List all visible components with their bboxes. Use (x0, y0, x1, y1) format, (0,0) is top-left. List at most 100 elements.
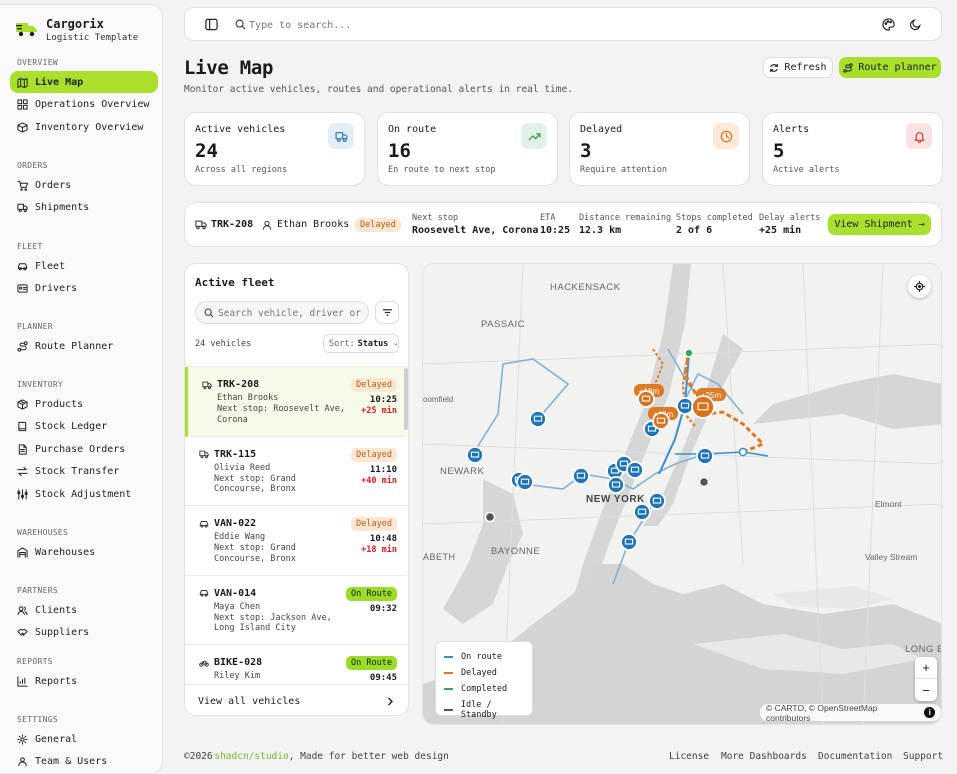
brand[interactable]: Cargorix Logistic Template (16, 17, 138, 43)
vehicle-glyph-icon (637, 508, 647, 515)
filter-button[interactable] (375, 301, 399, 324)
zoom-out-button[interactable]: − (922, 682, 930, 698)
distance-value: 12.3 km (579, 225, 622, 236)
route-planner-button[interactable]: Route planner (839, 57, 941, 78)
vehicle-marker[interactable] (516, 473, 534, 491)
footer-documentation-link[interactable]: Documentation (818, 751, 893, 762)
brand-subtitle: Logistic Template (46, 33, 139, 43)
view-shipment-button[interactable]: View Shipment → (828, 214, 931, 235)
nav-section-title: INVENTORY (17, 380, 64, 389)
stat-icon-badge (713, 123, 739, 149)
vehicle-marker[interactable] (676, 397, 694, 415)
zoom-controls: + − (915, 657, 937, 701)
vehicle-marker[interactable] (529, 410, 547, 428)
sidebar-item-stock-transfer[interactable]: Stock Transfer (10, 461, 158, 483)
truck-icon (202, 381, 212, 389)
sidebar-item-stock-ledger[interactable]: Stock Ledger (10, 416, 158, 438)
vehicle-marker[interactable] (620, 533, 638, 551)
vehicle-eta: 09:45 (369, 673, 397, 683)
fleet-row[interactable]: TRK-208 Ethan Brooks Next stop: Roosevel… (185, 367, 407, 437)
footer-dashboards-link[interactable]: More Dashboards (721, 751, 807, 762)
zoom-in-button[interactable]: + (915, 657, 937, 679)
sidebar-item-label: Fleet (35, 260, 66, 272)
top-bar (184, 7, 942, 41)
stat-card: Delayed 3 Require attention (569, 112, 750, 186)
theme-toggle-icon[interactable] (909, 18, 922, 31)
sidebar-item-label: Drivers (35, 283, 78, 294)
route-icon (17, 340, 28, 352)
sidebar-toggle-icon[interactable] (205, 18, 218, 31)
vehicle-marker[interactable] (648, 492, 666, 510)
palette-icon[interactable] (882, 18, 895, 31)
sliders-icon (17, 488, 28, 500)
vehicle-id: VAN-022 (214, 518, 257, 529)
footer-brand-link[interactable]: shadcn/studio (214, 751, 289, 762)
vehicle-marker[interactable] (572, 467, 590, 485)
vehicle-marker[interactable] (633, 503, 651, 521)
stops-value: 2 of 6 (676, 225, 713, 236)
vehicle-delay: +18 min (361, 545, 397, 555)
stat-label: Active vehicles (195, 124, 286, 135)
sidebar-item-clients[interactable]: Clients (10, 599, 158, 621)
sidebar-item-purchase-orders[interactable]: Purchase Orders (10, 438, 158, 460)
status-badge: Delayed (351, 517, 397, 531)
sidebar-item-drivers[interactable]: Drivers (10, 278, 158, 300)
sidebar-item-general[interactable]: General (10, 728, 158, 750)
delayed-vehicle-marker[interactable] (691, 395, 715, 419)
sidebar-item-warehouses[interactable]: Warehouses (10, 541, 158, 563)
vehicle-marker[interactable] (607, 476, 625, 494)
fleet-scrollbar[interactable] (404, 368, 408, 430)
status-badge: On Route (346, 656, 397, 670)
sidebar-item-label: Stock Transfer (35, 466, 120, 477)
legend-swatch (444, 656, 453, 658)
nav-section-title: WAREHOUSES (17, 528, 69, 537)
truck-icon (334, 131, 348, 142)
map-icon (17, 77, 28, 88)
fleet-search[interactable] (195, 301, 369, 324)
fleet-list: TRK-208 Ethan Brooks Next stop: Roosevel… (185, 366, 408, 684)
nav-section-title: SETTINGS (17, 715, 58, 724)
footer-license-link[interactable]: License (669, 751, 710, 762)
next-stop-label: Next stop (412, 213, 459, 223)
fleet-row[interactable]: BIKE-028 Riley Kim On Route 09:45 (185, 645, 407, 684)
delayed-vehicle-marker[interactable] (652, 412, 670, 430)
shipment-driver: Ethan Brooks (277, 219, 350, 230)
vehicle-marker[interactable] (466, 446, 484, 464)
sidebar-item-orders[interactable]: Orders (10, 174, 158, 196)
vehicle-marker[interactable] (696, 447, 714, 465)
sidebar-item-shipments[interactable]: Shipments (10, 197, 158, 219)
status-badge: On Route (346, 586, 397, 601)
sidebar-item-reports[interactable]: Reports (10, 670, 158, 692)
sidebar-item-products[interactable]: Products (10, 393, 158, 415)
locate-button[interactable] (908, 275, 931, 298)
sidebar-item-label: Shipments (35, 202, 90, 213)
sidebar-item-route-planner[interactable]: Route Planner (10, 335, 158, 357)
info-icon[interactable]: i (924, 707, 935, 718)
page-title: Live Map (184, 57, 274, 79)
view-all-vehicles[interactable]: View all vehicles (185, 684, 408, 715)
fleet-row[interactable]: VAN-022 Eddie Wang Next stop: Grand Conc… (185, 506, 407, 576)
sidebar-item-operations-overview[interactable]: Operations Overview (10, 94, 158, 116)
footer-support-link[interactable]: Support (903, 751, 944, 762)
car-icon (199, 590, 209, 597)
sidebar-item-suppliers[interactable]: Suppliers (10, 622, 158, 644)
sidebar-item-team-users[interactable]: Team & Users (10, 751, 158, 773)
live-map[interactable]: +18m +40m +25m HACKENSACK PASSAIC NEWARK… (422, 263, 942, 725)
sidebar-item-label: Products (35, 398, 84, 410)
delayed-vehicle-marker[interactable] (637, 390, 655, 408)
sidebar-item-label: Stock Ledger (35, 421, 108, 432)
global-search-input[interactable] (249, 16, 549, 34)
fleet-row[interactable]: VAN-014 Maya Chen Next stop: Jackson Ave… (185, 576, 407, 645)
sidebar-item-live-map[interactable]: Live Map (10, 71, 158, 93)
fleet-search-input[interactable] (218, 305, 366, 321)
nav-section-title: PLANNER (17, 322, 53, 331)
fleet-row[interactable]: TRK-115 Olivia Reed Next stop: Grand Con… (185, 437, 407, 506)
sidebar-item-fleet[interactable]: Fleet (10, 255, 158, 277)
sidebar-item-stock-adjustment[interactable]: Stock Adjustment (10, 483, 158, 505)
refresh-button[interactable]: Refresh (763, 57, 833, 78)
chevron-down-icon (394, 342, 398, 345)
sort-select[interactable]: Sort: Status (323, 334, 399, 353)
sidebar-item-label: Warehouses (35, 546, 96, 558)
vehicle-marker[interactable] (626, 461, 644, 479)
sidebar-item-inventory-overview[interactable]: Inventory Overview (10, 116, 158, 138)
